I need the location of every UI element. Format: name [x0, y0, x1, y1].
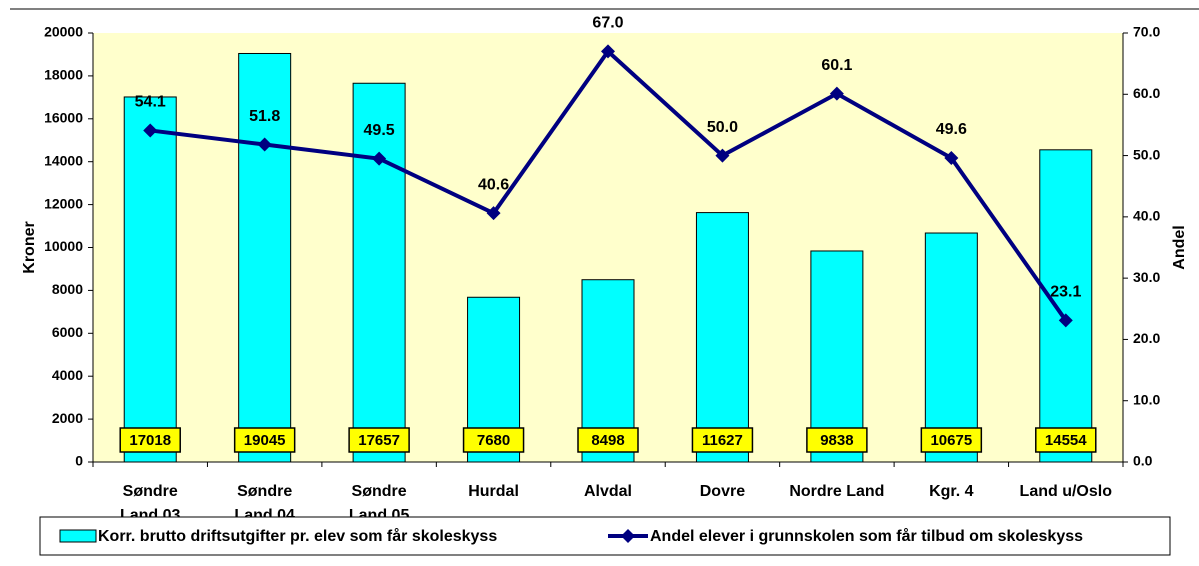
bar-label: 8498 — [591, 432, 624, 449]
bar-label-box — [348, 427, 410, 453]
y-tick-label: 10000 — [44, 238, 83, 254]
line-label: 60.1 — [821, 57, 852, 74]
x-tick-label: Nordre Land — [789, 483, 884, 500]
bar — [810, 250, 864, 463]
bar — [924, 232, 978, 463]
line-marker — [829, 86, 844, 101]
y2-tick-label: 20.0 — [1133, 330, 1160, 346]
bar — [123, 96, 177, 463]
y-tick-label: 14000 — [44, 152, 83, 168]
y-tick-label: 16000 — [44, 110, 83, 126]
y-tick-label: 8000 — [52, 281, 83, 297]
line-marker — [372, 151, 387, 166]
y2-tick-label: 50.0 — [1133, 146, 1160, 162]
bar-label-box — [806, 427, 868, 453]
legend-box — [39, 516, 1171, 556]
bar-label: 17657 — [358, 432, 400, 449]
y-axis-title: Kroner — [21, 221, 38, 273]
bar — [352, 82, 406, 463]
bar — [238, 52, 292, 463]
line-marker — [715, 148, 730, 163]
y2-tick-label: 10.0 — [1133, 391, 1160, 407]
bar-label: 7680 — [477, 432, 510, 449]
line-label: 23.1 — [1050, 284, 1081, 301]
y2-axis-title: Andel — [1171, 225, 1188, 269]
bar-label-box — [233, 427, 296, 453]
legend-label: Andel elever i grunnskolen som får tilbu… — [650, 527, 1083, 545]
bar-label-box — [920, 427, 983, 453]
x-tick-label-line: Søndre — [237, 483, 292, 500]
x-tick-label-line: Søndre — [352, 483, 407, 500]
line-label: 40.6 — [478, 176, 509, 193]
x-tick-label: Hurdal — [468, 483, 519, 500]
y-tick-label: 2000 — [52, 410, 83, 426]
x-tick-label-line: Søndre — [123, 483, 178, 500]
bar-label-box — [577, 427, 639, 453]
line-marker — [257, 137, 272, 152]
bar-label: 19045 — [244, 432, 286, 449]
line-label: 50.0 — [707, 119, 738, 136]
y-tick-label: 12000 — [44, 195, 83, 211]
legend-label: Korr. brutto driftsutgifter pr. elev som… — [98, 527, 497, 545]
bar-label-box — [691, 427, 754, 453]
line-label: 51.8 — [249, 108, 280, 125]
y-tick-label: 20000 — [44, 24, 83, 40]
bar-label: 17018 — [129, 432, 171, 449]
line-label: 54.1 — [135, 94, 166, 111]
y2-tick-label: 60.0 — [1133, 85, 1160, 101]
legend-swatch — [621, 529, 635, 543]
y2-tick-label: 70.0 — [1133, 24, 1160, 40]
bar-label: 9838 — [820, 432, 853, 449]
y2-tick-label: 40.0 — [1133, 208, 1160, 224]
bar-label-box — [462, 427, 525, 453]
line-marker — [486, 206, 501, 221]
line-label: 49.6 — [936, 121, 967, 138]
line-marker — [944, 151, 959, 166]
y-tick-label: 18000 — [44, 67, 83, 83]
y2-tick-label: 30.0 — [1133, 269, 1160, 285]
line-marker — [601, 44, 615, 59]
bar-label: 11627 — [702, 432, 743, 449]
bar-label: 10675 — [930, 432, 972, 449]
x-tick-label: Dovre — [700, 483, 745, 500]
line-marker — [143, 123, 158, 138]
line-marker — [1058, 313, 1073, 328]
x-tick-label: Land u/Oslo — [1020, 483, 1113, 500]
bar-label-box — [119, 427, 181, 453]
y2-tick-label: 0.0 — [1133, 453, 1153, 469]
y-tick-label: 6000 — [52, 324, 83, 340]
y-tick-label: 4000 — [52, 367, 83, 383]
bar — [1039, 149, 1093, 463]
x-tick-label: Alvdal — [584, 483, 632, 500]
y-tick-label: 0 — [75, 453, 83, 469]
line-label: 67.0 — [592, 15, 623, 32]
x-tick-label: Kgr. 4 — [929, 483, 974, 500]
line-label: 49.5 — [364, 122, 395, 139]
bar — [695, 212, 749, 463]
bar-label: 14554 — [1045, 432, 1087, 449]
bar-label-box — [1035, 427, 1097, 453]
legend-swatch — [59, 529, 97, 543]
